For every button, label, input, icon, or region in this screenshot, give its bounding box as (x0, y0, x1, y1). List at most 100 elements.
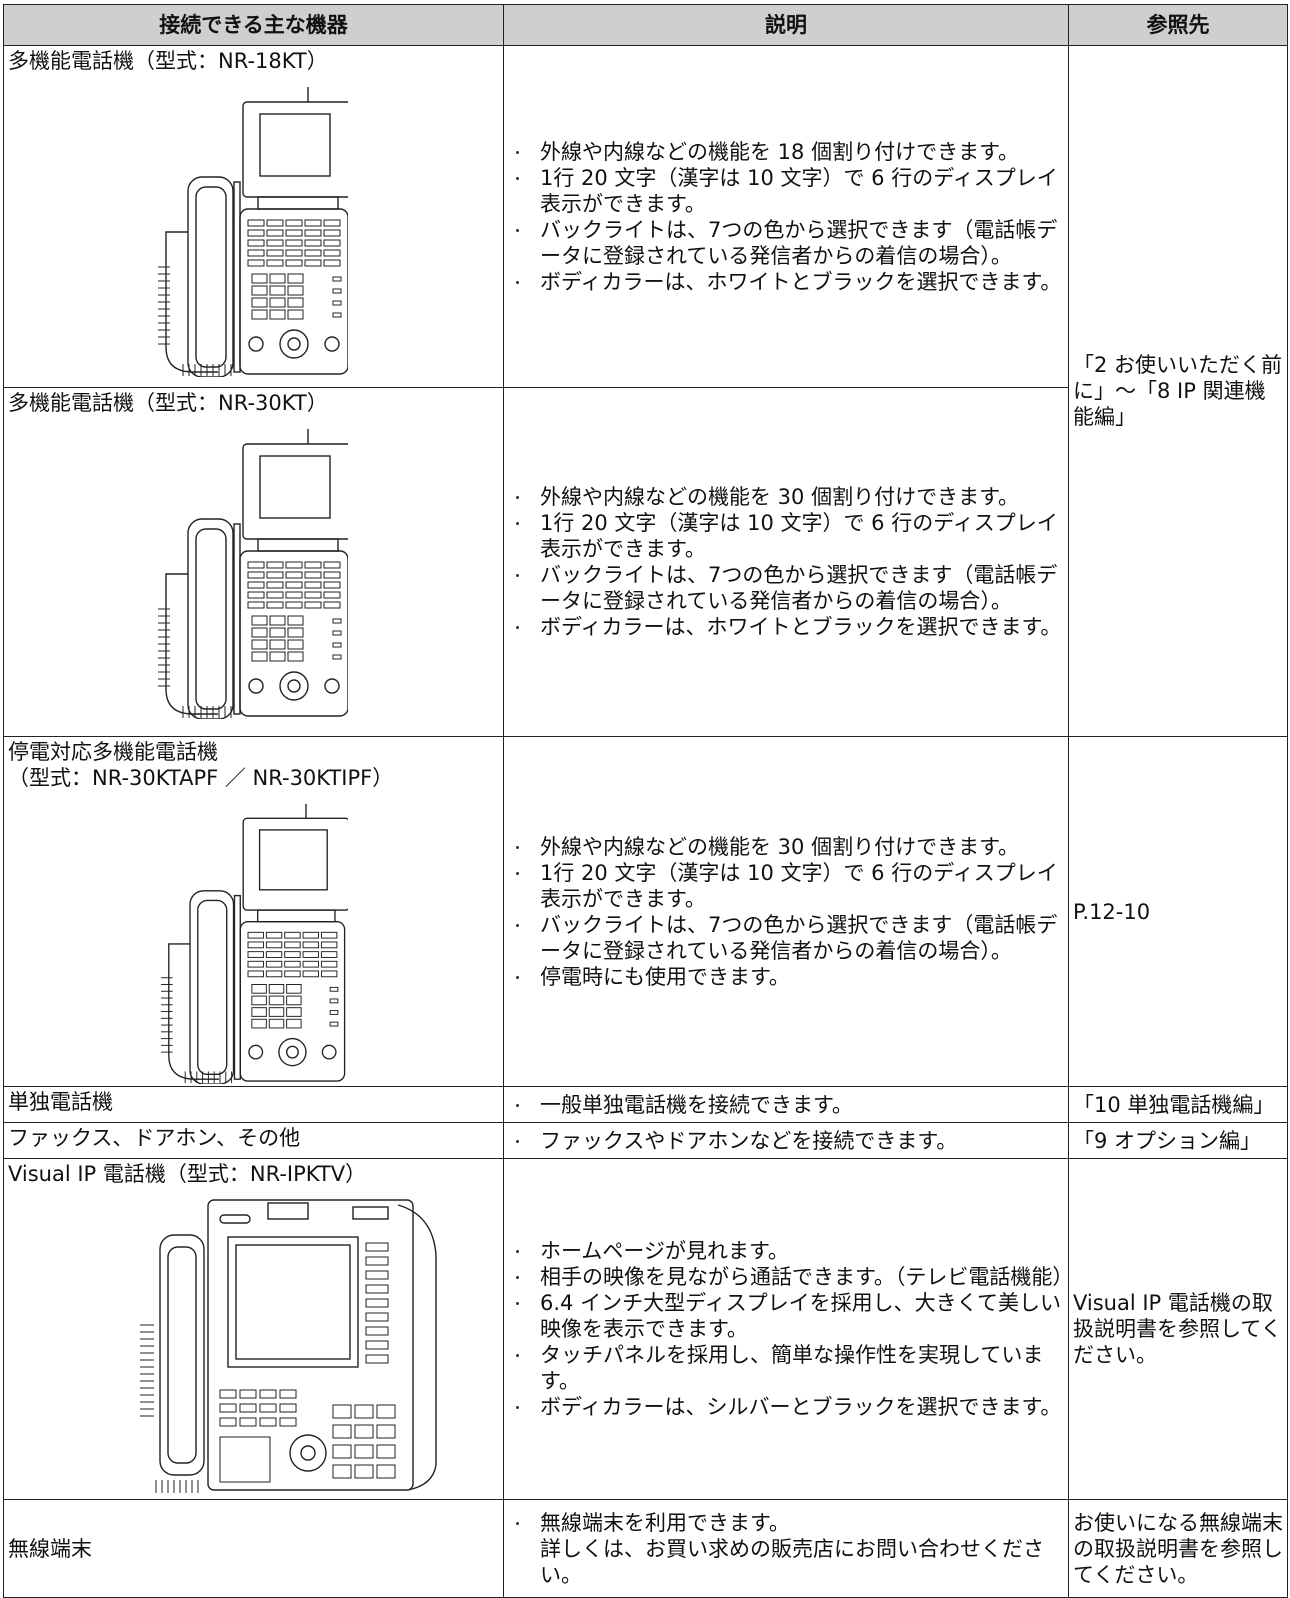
bullet-item: 外線や内線などの機能を 18 個割り付けできます。 (510, 139, 1064, 165)
phone-part (302, 960, 320, 968)
phone-part (285, 239, 303, 247)
table-row: 多機能電話機（型式：NR-30KT） 外線や内線などの機能を 30 個割り付けでき… (3, 387, 1288, 737)
table-row: 多機能電話機（型式：NR-18KT） 外線や内線などの機能を 18 個割り付けでき… (3, 45, 1288, 737)
phone-part (259, 113, 331, 177)
phone-part (265, 941, 283, 949)
bullet-dot (516, 1302, 519, 1305)
phone-part (266, 259, 284, 267)
reference-cell: お使いになる無線端末の取扱説明書を参照してください。 (1068, 1499, 1288, 1598)
phone-part (159, 1234, 205, 1476)
phone-part (376, 1464, 396, 1479)
phone-part (285, 229, 303, 237)
phone-part (365, 1340, 389, 1350)
bullet-item: ファックスやドアホンなどを接続できます。 (510, 1128, 1064, 1154)
phone-part (397, 1204, 437, 1491)
bullet-text: 1行 20 文字（漢字は 10 文字）で 6 行のディスプレイ表示ができます。 (540, 165, 1058, 216)
phone-part (251, 309, 268, 320)
device-cell: 停電対応多機能電話機 （型式：NR-30KTAPF ／ NR-30KTIPF） (3, 736, 504, 1087)
reference-cell: 「9 オプション編」 (1068, 1122, 1288, 1159)
phone-part (248, 678, 264, 694)
description-cell: 外線や内線などの機能を 30 個割り付けできます。 1行 20 文字（漢字は 10… (503, 736, 1069, 1087)
bullet-item: ボディカラーは、ホワイトとブラックを選択できます。 (510, 269, 1064, 295)
phone-part (329, 998, 339, 1004)
phone-part (332, 312, 342, 318)
phone-part (248, 336, 264, 352)
description-cell: 一般単独電話機を接続できます。 (503, 1086, 1069, 1123)
phone-part (332, 1444, 352, 1459)
phone-part (323, 259, 341, 267)
phone-part (285, 581, 303, 589)
bullet-dot (516, 1406, 519, 1409)
phone-part (279, 1389, 297, 1399)
phone-part (167, 1246, 197, 1464)
phone-part (242, 101, 348, 198)
bullet-dot (516, 626, 519, 629)
phone-part (265, 970, 283, 978)
phone-part (187, 176, 234, 377)
phone-part (304, 601, 322, 609)
phone-part (365, 1298, 389, 1308)
bullet-item: タッチパネルを採用し、簡単な操作性を実現しています。 (510, 1342, 1064, 1394)
device-cell: ファックス、ドアホン、その他 (3, 1122, 504, 1159)
description-note: 詳しくは、お買い求めの販売店にお問い合わせください。 (540, 1536, 1044, 1587)
bullet-text: タッチパネルを採用し、簡単な操作性を実現しています。 (540, 1343, 1044, 1393)
table-row: Visual IP 電話機（型式：NR-IPKTV） ホームページが見れます。 相手… (3, 1158, 1288, 1500)
phone-part (266, 571, 284, 579)
phone-part (247, 229, 265, 237)
phone-part (284, 931, 301, 939)
phone-part (239, 208, 348, 375)
phone-part (251, 615, 268, 626)
bullet-text: バックライトは、7つの色から選択できます（電話帳データに登録されている発信者から… (540, 217, 1058, 268)
reference-cell: P.12-10 (1068, 736, 1288, 1087)
phone-part (219, 1417, 237, 1427)
phone-part (256, 909, 336, 923)
device-name: 無線端末 (8, 1536, 92, 1561)
phone-part (248, 1044, 264, 1060)
phone-part (354, 1464, 374, 1479)
bullet-text: ファックスやドアホンなどを接続できます。 (540, 1128, 958, 1153)
phone-part (269, 309, 286, 320)
description-cell: ホームページが見れます。 相手の映像を見ながら通話できます。（テレビ電話機能） 6.… (503, 1158, 1073, 1500)
header-cell: 参照先 (1068, 4, 1288, 46)
phone-part (247, 951, 264, 958)
bullet-text: バックライトは、7つの色から選択できます（電話帳データに登録されている発信者から… (540, 563, 1058, 613)
bullet-text: 相手の映像を見ながら通話できます。（テレビ電話機能） (540, 1265, 1074, 1289)
phone-part (300, 1445, 316, 1461)
phone-part (289, 1434, 327, 1472)
phone-part (239, 921, 346, 1082)
phone-part (365, 1256, 389, 1266)
bullet-text: 外線や内線などの機能を 30 個割り付けできます。 (540, 485, 1019, 509)
phone-part (251, 1018, 267, 1029)
phone-part (286, 984, 302, 994)
phone-part (287, 615, 304, 626)
phone-part (285, 601, 303, 609)
phone-part (251, 297, 268, 308)
phone-part (242, 817, 348, 911)
bullet-dot (516, 1139, 519, 1143)
phone-part (302, 951, 320, 958)
phone-part (195, 528, 227, 710)
phone-part (285, 259, 303, 267)
phone-part (376, 1404, 396, 1419)
bullet-text: 停電時にも使用できます。 (540, 964, 790, 989)
phone-part (323, 249, 341, 257)
phone-part (251, 984, 267, 994)
device-name: 多機能電話機（型式：NR-18KT） (8, 49, 328, 73)
device-cell: Visual IP 電話機（型式：NR-IPKTV） (3, 1158, 504, 1500)
phone-part (242, 443, 348, 540)
phone-part (304, 571, 322, 579)
phone-part (287, 273, 304, 284)
phone-part (323, 561, 341, 569)
phone-part (332, 300, 342, 306)
phone-part (354, 1404, 374, 1419)
bullet-dot (516, 574, 519, 577)
phone-part (247, 249, 265, 257)
phone-part (278, 1037, 307, 1067)
phone-part (219, 1436, 271, 1483)
phone-part (365, 1284, 389, 1294)
bullet-text: 1行 20 文字（漢字は 10 文字）で 6 行のディスプレイ表示ができます。 (540, 511, 1058, 561)
phone-part (207, 1199, 414, 1491)
phone-part (320, 970, 338, 978)
phone-part (279, 1417, 297, 1427)
bullet-dot (516, 923, 519, 927)
